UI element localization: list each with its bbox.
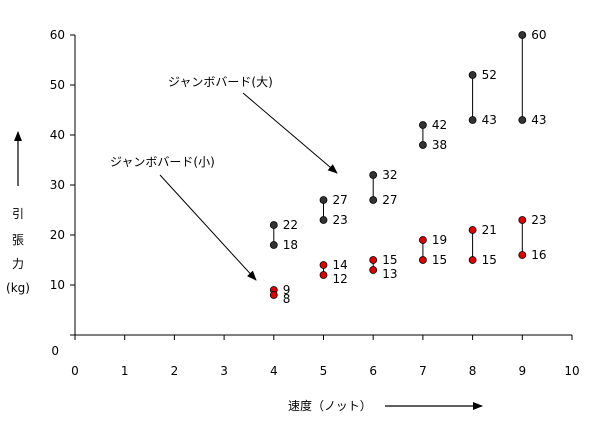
point-high — [468, 71, 477, 79]
data-label-low: 23 — [333, 213, 348, 227]
data-label-high: 15 — [382, 253, 397, 267]
data-label-high: 60 — [531, 28, 546, 42]
series-0: 22 18 27 23 32 27 42 38 52 43 60 43 — [269, 28, 547, 252]
data-label-low: 13 — [382, 267, 397, 281]
point-high — [369, 256, 378, 264]
x-tick-label: 10 — [564, 364, 579, 378]
point-high — [468, 226, 477, 234]
point-high — [418, 121, 427, 129]
point-low — [319, 216, 328, 224]
y-tick-label: 0 — [51, 344, 59, 358]
y-tick-label: 30 — [50, 178, 65, 192]
data-label-low: 27 — [382, 193, 397, 207]
annotation-label: ジャンボバード(小) — [110, 155, 215, 169]
y-tick-label: 60 — [50, 28, 65, 42]
point-low — [418, 141, 427, 149]
point-low — [468, 116, 477, 124]
y-axis-label: 力 — [12, 257, 24, 271]
point-low — [518, 116, 527, 124]
data-label-high: 32 — [382, 168, 397, 182]
point-low — [518, 251, 527, 259]
point-high — [269, 221, 278, 229]
data-label-high: 9 — [283, 283, 291, 297]
y-axis-label: 引 — [12, 207, 24, 221]
x-tick-label: 2 — [171, 364, 179, 378]
x-tick-label: 8 — [469, 364, 477, 378]
data-label-high: 27 — [333, 193, 348, 207]
point-low — [269, 241, 278, 249]
point-low — [319, 271, 328, 279]
point-high — [518, 31, 527, 39]
y-tick-label: 50 — [50, 78, 65, 92]
y-tick-label: 20 — [50, 228, 65, 242]
x-tick-label: 1 — [121, 364, 129, 378]
point-high — [319, 261, 328, 269]
data-label-high: 21 — [482, 223, 497, 237]
data-label-high: 19 — [432, 233, 447, 247]
data-label-low: 43 — [531, 113, 546, 127]
x-axis-label: 速度（ノット） — [288, 398, 372, 413]
annotations: ジャンボバード(大) ジャンボバード(小) — [110, 75, 338, 281]
y-axis-label: 張 — [12, 233, 24, 247]
point-low — [269, 291, 278, 299]
point-high — [369, 171, 378, 179]
annotation-label: ジャンボバード(大) — [168, 75, 273, 89]
x-tick-label: 5 — [320, 364, 328, 378]
data-label-low: 38 — [432, 138, 447, 152]
y-axis-label: (kg) — [6, 281, 30, 295]
point-low — [369, 266, 378, 274]
data-label-low: 15 — [482, 253, 497, 267]
data-label-low: 8 — [283, 292, 291, 306]
x-tick-label: 9 — [518, 364, 526, 378]
data-label-high: 42 — [432, 118, 447, 132]
point-high — [518, 216, 527, 224]
data-label-high: 52 — [482, 68, 497, 82]
x-tick-label: 7 — [419, 364, 427, 378]
plot-marks: 2218272332274238524360439814121513191521… — [269, 28, 547, 306]
point-low — [468, 256, 477, 264]
data-label-low: 43 — [482, 113, 497, 127]
data-label-high: 22 — [283, 218, 298, 232]
annotation-arrow — [242, 92, 338, 174]
x-tick-label: 0 — [71, 364, 79, 378]
data-label-high: 23 — [531, 213, 546, 227]
data-label-low: 15 — [432, 253, 447, 267]
x-tick-label: 4 — [270, 364, 278, 378]
point-high — [418, 236, 427, 244]
point-high — [319, 196, 328, 204]
axis-labels: 速度（ノット） 引張力 (kg) — [6, 131, 483, 413]
x-tick-label: 6 — [369, 364, 377, 378]
data-label-low: 18 — [283, 238, 298, 252]
data-label-high: 14 — [333, 258, 348, 272]
x-tick-label: 3 — [220, 364, 228, 378]
data-label-low: 12 — [333, 272, 348, 286]
point-low — [369, 196, 378, 204]
point-low — [418, 256, 427, 264]
annotation-arrow — [159, 174, 257, 281]
y-tick-label: 40 — [50, 128, 65, 142]
data-label-low: 16 — [531, 248, 546, 262]
y-tick-label: 10 — [50, 278, 65, 292]
